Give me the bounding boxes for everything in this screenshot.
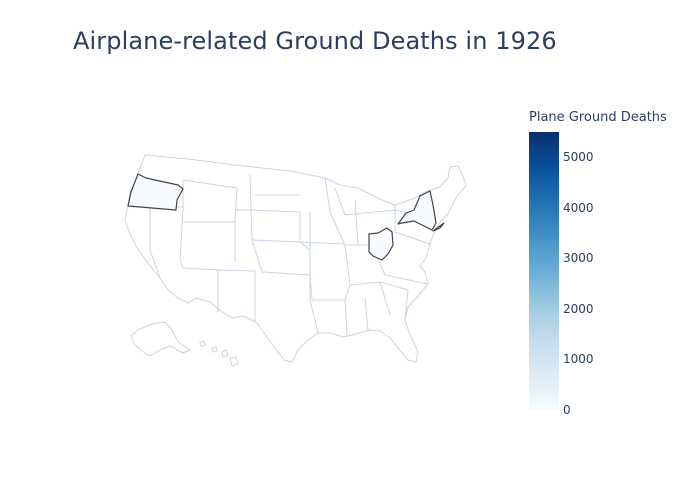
colorbar-tick-label: 3000 bbox=[563, 251, 594, 266]
chart-title: Airplane-related Ground Deaths in 1926 bbox=[73, 27, 557, 55]
colorbar-tick-label: 4000 bbox=[563, 200, 594, 215]
colorbar-tick-label: 0 bbox=[563, 403, 571, 417]
state-oregon bbox=[127, 173, 184, 211]
alaska bbox=[130, 321, 191, 357]
hawaii bbox=[199, 340, 239, 367]
us-outline bbox=[124, 154, 467, 363]
colorbar-tick-label: 5000 bbox=[563, 150, 594, 165]
colorbar bbox=[529, 132, 559, 410]
state-ohio bbox=[368, 227, 394, 261]
colorbar-tick-label: 1000 bbox=[563, 352, 594, 367]
colorbar-title: Plane Ground Deaths bbox=[529, 110, 667, 125]
state-new-york bbox=[397, 190, 445, 232]
colorbar-tick-label: 2000 bbox=[563, 301, 594, 316]
